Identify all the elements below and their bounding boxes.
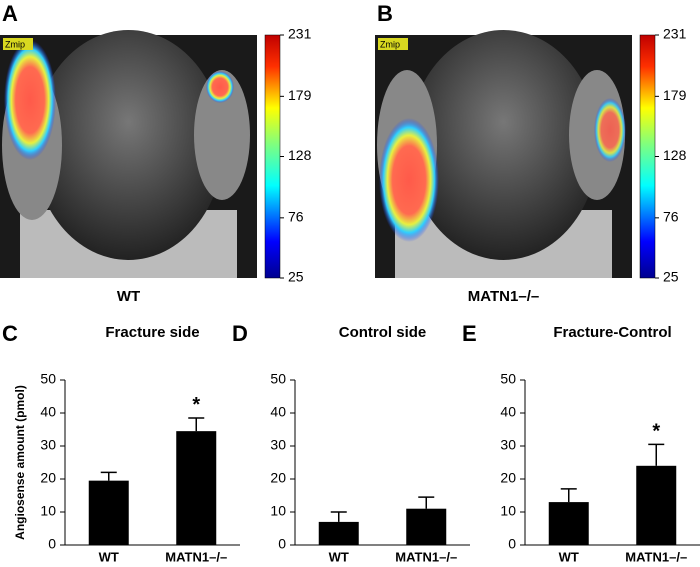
y-axis-label: Angiosense amount (pmol) xyxy=(13,385,27,540)
bar xyxy=(318,521,359,545)
y-tick-label: 40 xyxy=(270,404,286,420)
y-tick-label: 0 xyxy=(278,536,286,552)
bar xyxy=(88,480,129,545)
y-tick-label: 30 xyxy=(270,437,286,453)
bar xyxy=(176,431,217,545)
colorbar xyxy=(639,34,656,279)
x-tick-label: MATN1–/– xyxy=(165,549,227,564)
panel-letter: B xyxy=(377,1,393,26)
colorbar-tick-label: 231 xyxy=(288,26,312,42)
colorbar-tick-label: 179 xyxy=(288,87,312,103)
colorbar-tick-label: 76 xyxy=(663,209,679,225)
y-tick-label: 0 xyxy=(508,536,516,552)
y-tick-label: 0 xyxy=(48,536,56,552)
signal xyxy=(206,71,234,103)
bar xyxy=(548,502,589,545)
caption: MATN1–/– xyxy=(468,288,539,305)
overlay-label: Zmip xyxy=(5,39,25,49)
overlay-tag xyxy=(378,38,408,50)
colorbar-tick-label: 128 xyxy=(288,147,312,163)
y-tick-label: 50 xyxy=(500,371,516,387)
y-tick-label: 10 xyxy=(500,503,516,519)
signal xyxy=(4,40,56,160)
bar xyxy=(636,465,677,545)
body xyxy=(33,30,224,260)
chart-title: Fracture-Control xyxy=(553,324,671,341)
significance-mark: * xyxy=(652,421,660,443)
chart-title: Control side xyxy=(339,324,427,341)
y-tick-label: 40 xyxy=(40,404,56,420)
y-tick-label: 30 xyxy=(40,437,56,453)
x-tick-label: WT xyxy=(559,549,579,564)
x-tick-label: MATN1–/– xyxy=(395,549,457,564)
y-tick-label: 40 xyxy=(500,404,516,420)
colorbar-tick-label: 179 xyxy=(663,87,687,103)
colorbar xyxy=(264,34,281,279)
y-tick-label: 10 xyxy=(270,503,286,519)
colorbar-tick-label: 25 xyxy=(288,269,304,285)
imaging-photo xyxy=(0,30,257,278)
signal xyxy=(594,98,626,162)
y-tick-label: 30 xyxy=(500,437,516,453)
y-tick-label: 50 xyxy=(40,371,56,387)
x-tick-label: WT xyxy=(99,549,119,564)
bar xyxy=(406,508,447,545)
y-tick-label: 20 xyxy=(500,470,516,486)
overlay-label: Zmip xyxy=(380,39,400,49)
leg-right xyxy=(194,70,250,200)
imaging-photo xyxy=(375,30,632,278)
body xyxy=(408,30,599,260)
panel-letter: A xyxy=(2,1,18,26)
panel-letter: C xyxy=(2,321,18,346)
colorbar-tick-label: 76 xyxy=(288,209,304,225)
y-tick-label: 10 xyxy=(40,503,56,519)
panel-letter: E xyxy=(462,321,477,346)
significance-mark: * xyxy=(192,394,200,416)
colorbar-tick-label: 128 xyxy=(663,147,687,163)
caption: WT xyxy=(117,288,140,305)
panel-letter: D xyxy=(232,321,248,346)
x-tick-label: MATN1–/– xyxy=(625,549,687,564)
overlay-tag xyxy=(3,38,33,50)
colorbar-tick-label: 25 xyxy=(663,269,679,285)
signal xyxy=(379,118,439,242)
chart-title: Fracture side xyxy=(105,324,199,341)
y-tick-label: 20 xyxy=(270,470,286,486)
x-tick-label: WT xyxy=(329,549,349,564)
y-tick-label: 50 xyxy=(270,371,286,387)
colorbar-tick-label: 231 xyxy=(663,26,687,42)
y-tick-label: 20 xyxy=(40,470,56,486)
